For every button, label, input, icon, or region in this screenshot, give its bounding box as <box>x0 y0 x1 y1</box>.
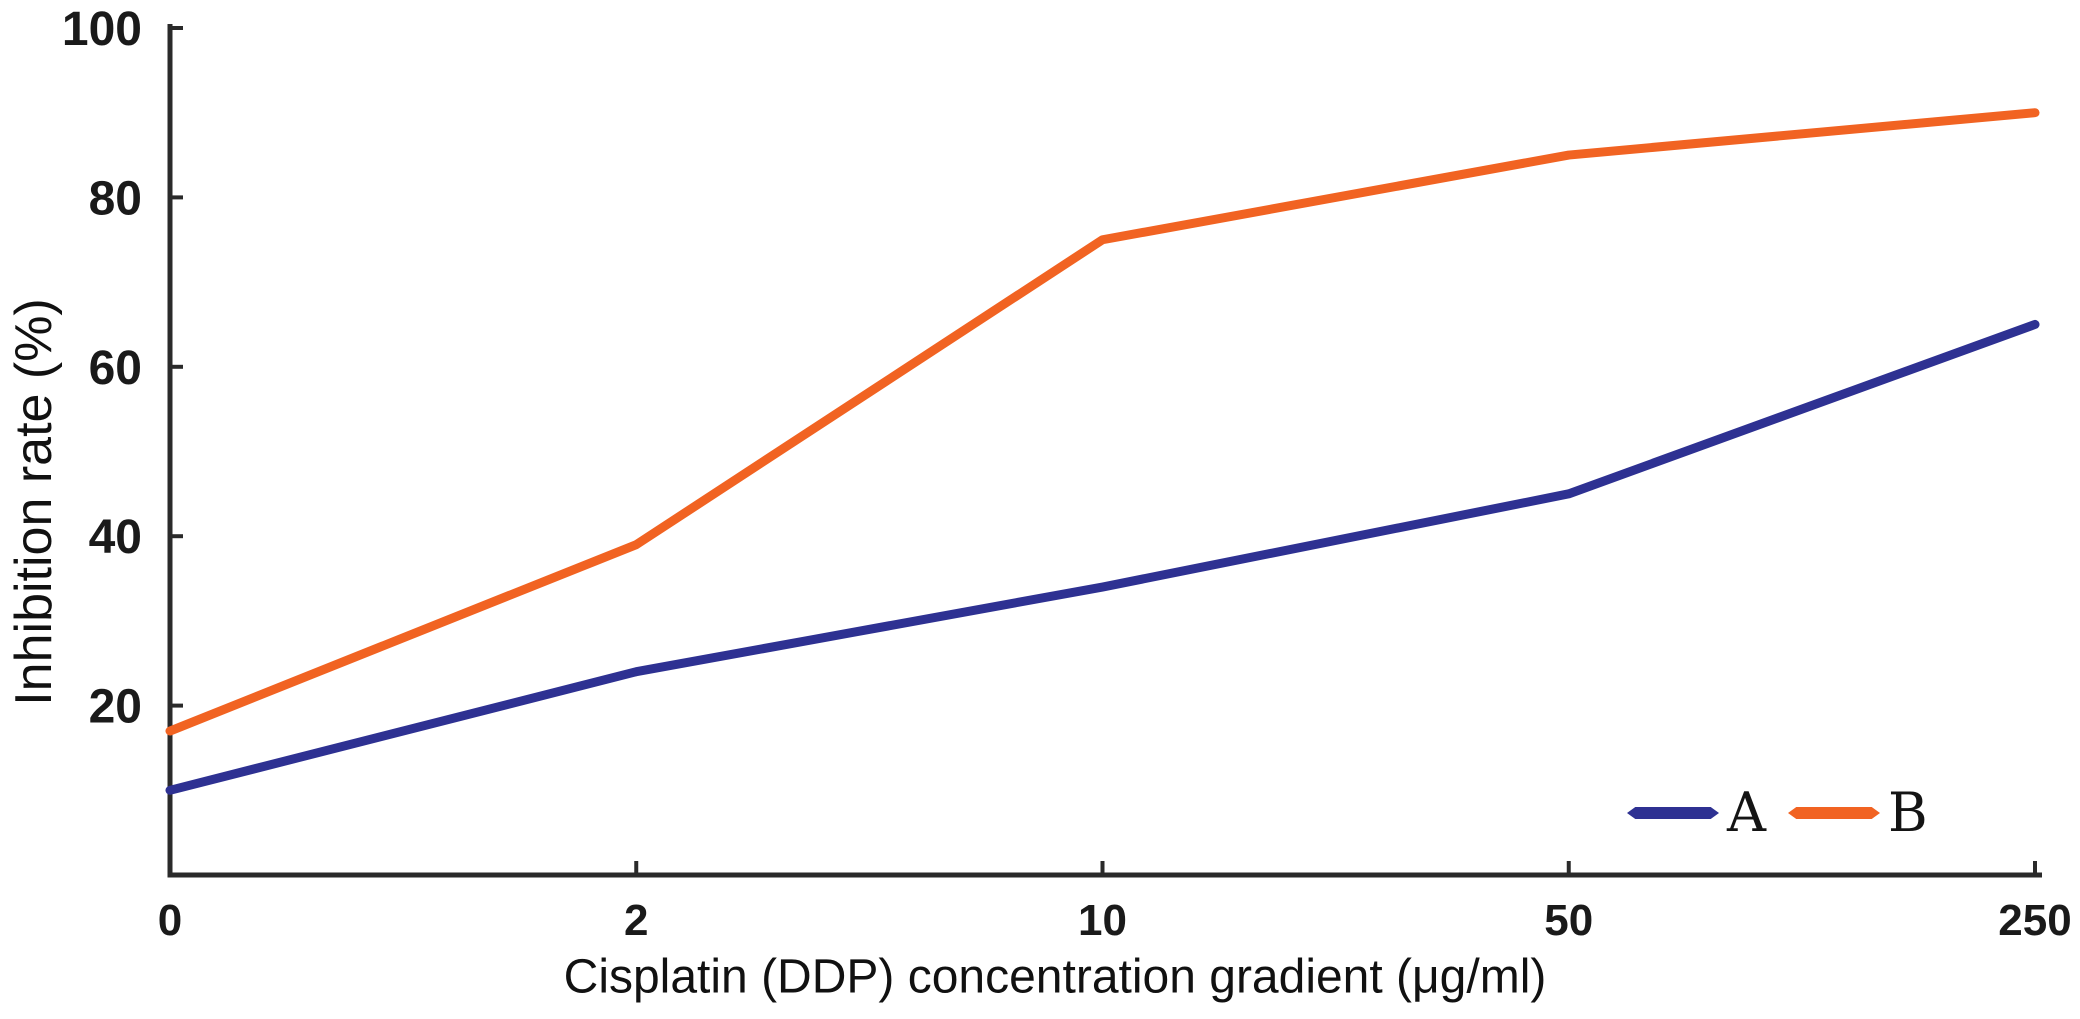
legend-swatch-a <box>1627 807 1719 819</box>
y-tick-label: 60 <box>89 342 142 395</box>
legend-item-b: B <box>1788 786 1928 840</box>
x-tick-label: 2 <box>624 896 648 945</box>
x-tick-label: 50 <box>1544 896 1593 945</box>
y-tick-label: 20 <box>89 681 142 734</box>
y-tick-label: 40 <box>89 511 142 564</box>
series-line-a <box>165 319 2040 795</box>
y-axis-title: Inhibition rate (%) <box>5 298 63 706</box>
x-axis-title: Cisplatin (DDP) concentration gradient (… <box>563 950 1547 1004</box>
x-tick-label: 0 <box>158 896 182 945</box>
legend-label-b: B <box>1888 781 1928 844</box>
x-tick-label: 250 <box>1998 896 2071 945</box>
y-tick-label: 100 <box>62 3 142 56</box>
y-tick-label: 80 <box>89 172 142 225</box>
legend: A B <box>1627 786 1928 840</box>
legend-swatch-b <box>1788 807 1880 819</box>
legend-item-a: A <box>1627 786 1766 840</box>
series-line-b <box>165 108 2040 736</box>
legend-label-a: A <box>1727 781 1766 844</box>
x-tick-label: 10 <box>1078 896 1127 945</box>
